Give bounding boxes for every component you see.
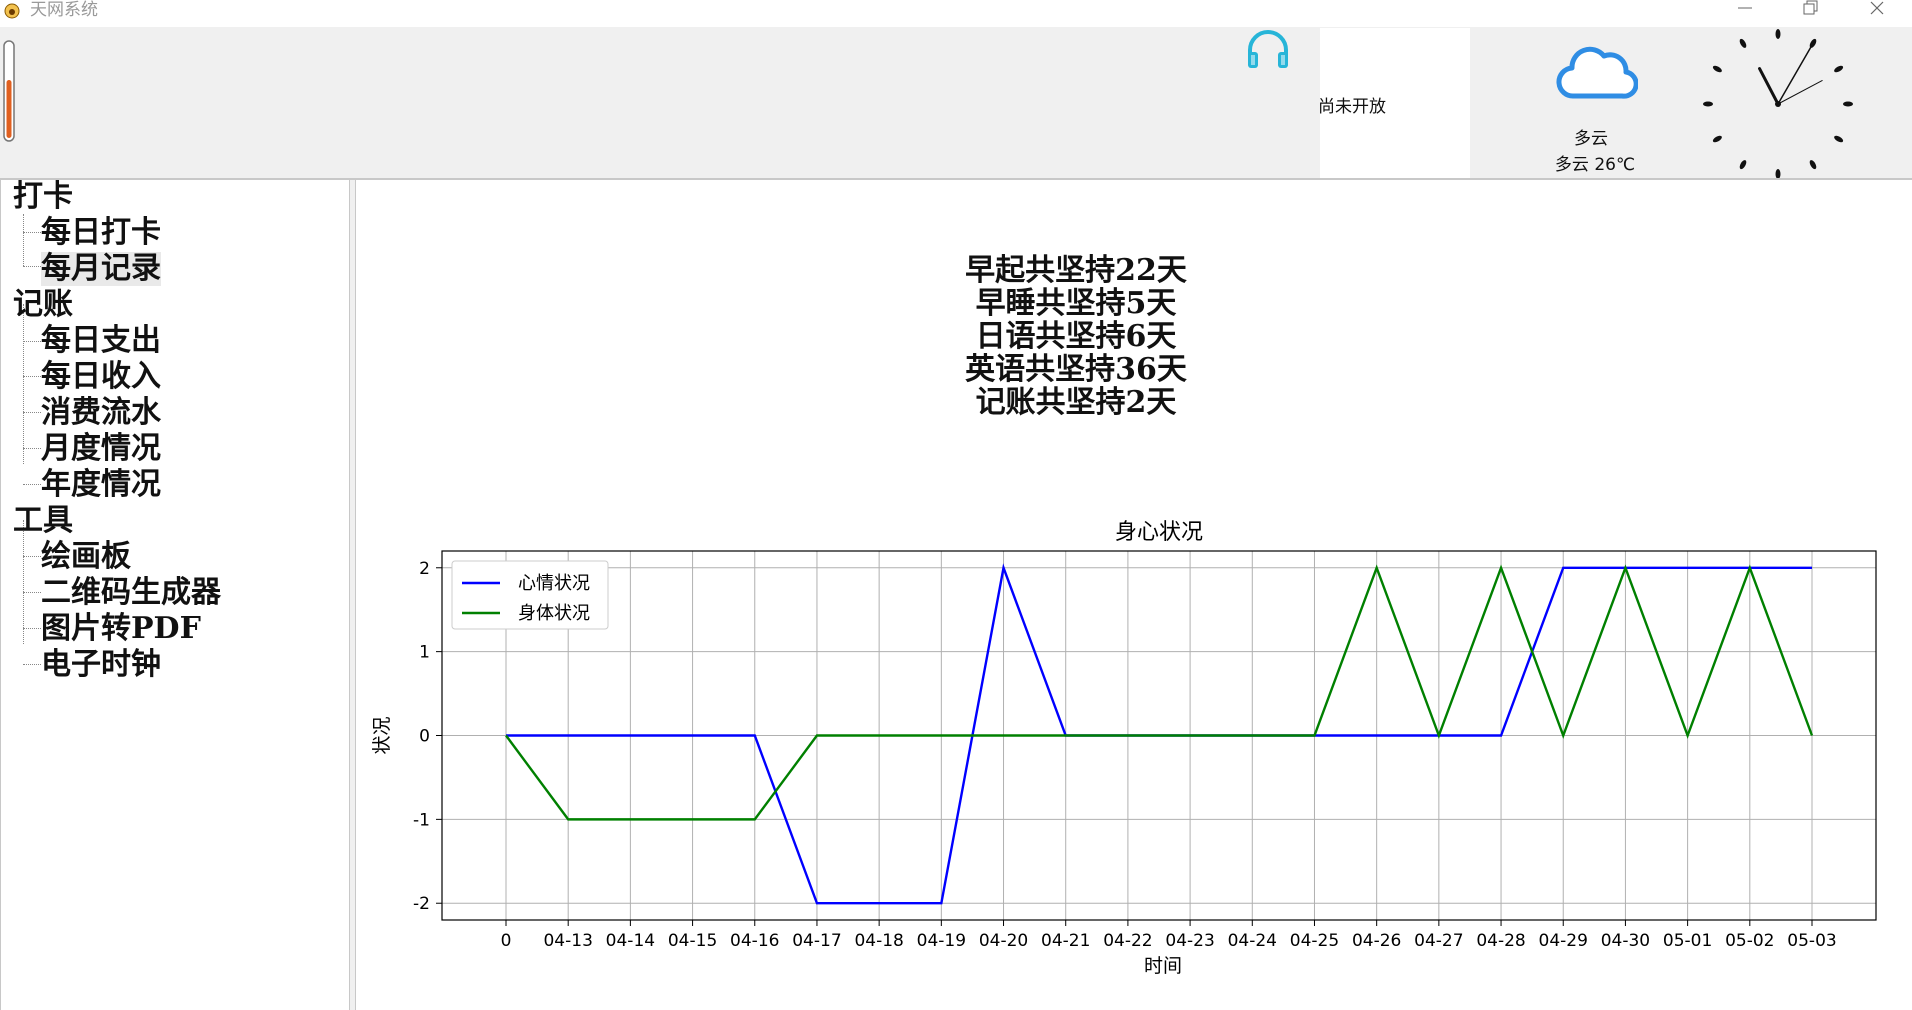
x-tick-label: 04-16 [730,931,779,951]
minimize-icon[interactable] [1720,0,1770,22]
clock-hour-mark [1843,101,1853,107]
x-tick-label: 04-15 [668,931,717,951]
y-tick-label: 1 [419,643,430,663]
x-tick-label: 04-22 [1103,931,1152,951]
tree-item-electronic-clock[interactable]: 电子时钟 [41,647,161,682]
x-tick-label: 04-24 [1228,931,1277,951]
weather-temperature: 多云 26℃ [1554,155,1636,175]
y-tick-label: 0 [419,727,430,747]
chart-title: 身心状况 [1115,520,1203,545]
main-content: 早起共坚持22天 早睡共坚持5天 日语共坚持6天 英语共坚持36天 记账共坚持2… [356,180,1912,1010]
clock-hour-mark [1739,160,1747,170]
y-axis-label: 状况 [371,716,393,754]
clock-hour-mark [1834,135,1844,143]
tree-item-image-to-pdf[interactable]: 图片转PDF [41,611,201,646]
x-tick-label: 04-19 [917,931,966,951]
x-tick-label: 05-02 [1725,931,1774,951]
clock-minute-hand [1777,46,1812,105]
clock-hour-mark [1703,101,1713,107]
tree-item-qr-generator[interactable]: 二维码生成器 [41,575,221,610]
streak-line-japanese: 日语共坚持6天 [975,319,1177,354]
x-tick-label: 05-03 [1787,931,1836,951]
tree-group-checkin[interactable]: 打卡 [13,179,73,214]
streak-line-english: 英语共坚持36天 [965,352,1187,387]
clock-second-hand [1777,80,1823,105]
tree-item-monthly-summary[interactable]: 月度情况 [41,431,161,466]
series-line-2 [505,564,1814,821]
header-divider [0,178,1912,180]
streak-line-early-sleep: 早睡共坚持5天 [975,286,1177,321]
clock-hour-mark [1739,38,1747,48]
clock-hour-marks [1703,29,1853,179]
x-tick-label: 04-17 [792,931,841,951]
x-tick-label: 04-20 [979,931,1028,951]
x-tick-label: 04-29 [1539,931,1588,951]
weather-condition: 多云 [1574,129,1608,149]
close-icon[interactable] [1852,0,1902,22]
clock-hour-mark [1809,38,1817,48]
tree-item-daily-checkin[interactable]: 每日打卡 [41,215,161,250]
legend-label: 身体状况 [518,603,590,624]
app-icon [4,3,20,19]
clock-hour-mark [1712,65,1722,73]
x-tick-label: 04-18 [854,931,903,951]
clock-hour-hand [1758,67,1780,106]
tree-group-tools[interactable]: 工具 [13,503,73,538]
tree-item-daily-income[interactable]: 每日收入 [41,359,161,394]
y-tick-label: -2 [413,894,430,914]
streak-line-early-rise: 早起共坚持22天 [965,253,1187,288]
x-tick-label: 04-28 [1476,931,1525,951]
title-bar: 天网系统 [0,0,1912,22]
legend-label: 心情状况 [518,573,590,594]
thermometer-icon [3,40,15,142]
x-tick-label: 04-27 [1414,931,1463,951]
headphone-icon[interactable] [1244,28,1292,72]
analog-clock [1703,29,1853,179]
y-tick-label: 2 [419,559,430,579]
clock-hour-mark [1712,135,1722,143]
clock-hour-mark [1775,29,1781,39]
health-chart: 0 04-13 04-14 04-15 04-16 04-17 04-18 04-19 04-2… [371,520,1877,977]
restore-icon[interactable] [1786,0,1836,22]
y-tick-label: -1 [413,810,430,830]
x-tick-label: 04-13 [543,931,592,951]
x-tick-label: 04-14 [606,931,655,951]
tree-item-yearly-summary[interactable]: 年度情况 [41,467,161,502]
clock-hour-mark [1775,169,1781,179]
x-tick-label: 04-30 [1601,931,1650,951]
x-tick-label: 05-01 [1663,931,1712,951]
x-tick-label: 04-25 [1290,931,1339,951]
tree-item-monthly-record[interactable]: 每月记录 [41,251,161,286]
tree-group-accounting[interactable]: 记账 [13,287,73,322]
x-tick-label: 04-26 [1352,931,1401,951]
window-title: 天网系统 [30,0,98,20]
tree-item-daily-expense[interactable]: 每日支出 [41,323,161,358]
music-panel [1320,28,1470,178]
not-open-label: 尚未开放 [1318,97,1386,117]
tree-item-transactions[interactable]: 消费流水 [41,395,161,430]
x-tick-label: 04-23 [1165,931,1214,951]
x-axis-label: 时间 [1144,955,1182,977]
navigation-tree[interactable]: 打卡 每日打卡 每月记录 记账 每日支出 每日收入 消费流水 月度情况 年度情况… [0,180,350,1010]
clock-hour-mark [1834,65,1844,73]
x-tick-label: 0 [501,931,512,951]
splitter-handle[interactable] [350,180,356,1010]
tree-item-drawing-board[interactable]: 绘画板 [41,539,131,574]
clock-hour-mark [1809,160,1817,170]
cloud-icon [1556,46,1638,99]
streak-line-accounting: 记账共坚持2天 [975,385,1177,420]
x-tick-label: 04-21 [1041,931,1090,951]
streak-summary: 早起共坚持22天 早睡共坚持5天 日语共坚持6天 英语共坚持36天 记账共坚持2… [356,254,1796,419]
